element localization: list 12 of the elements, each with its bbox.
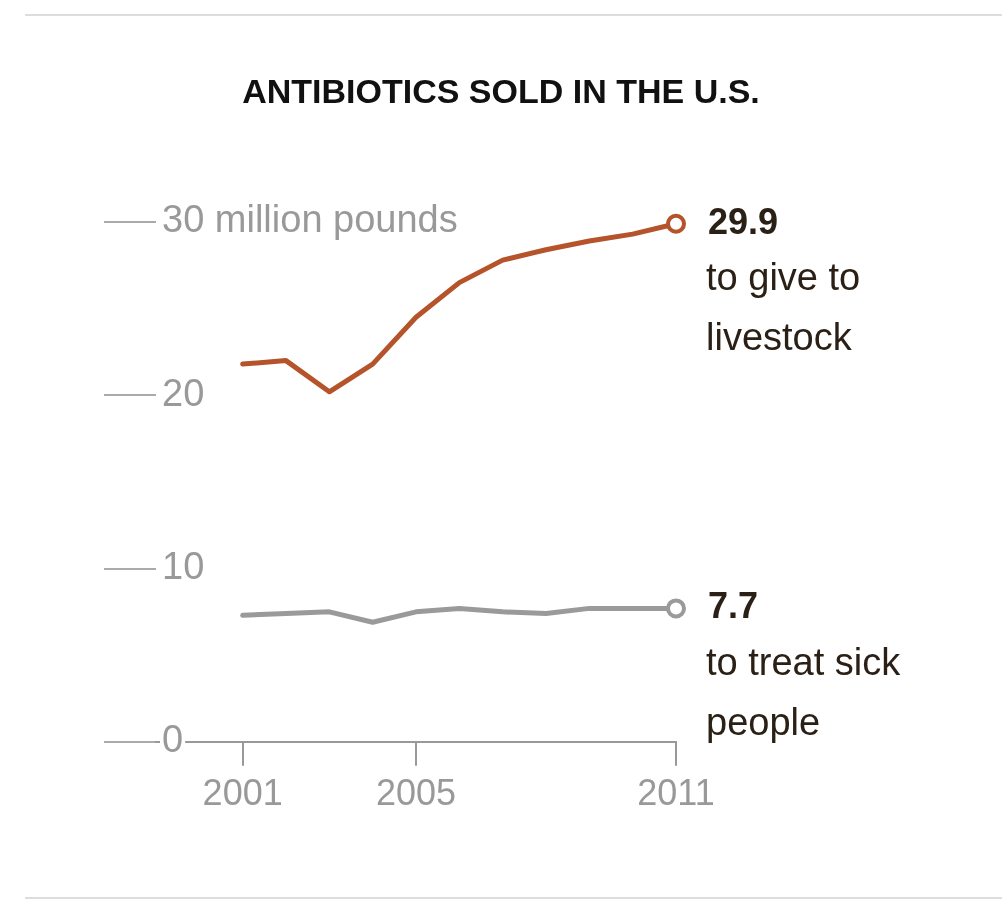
x-tick-label: 2011 [637,772,715,814]
data-label: 7.7 [708,585,759,627]
x-tick-label: 2005 [375,772,457,814]
data-label: 29.9 [708,200,779,242]
series-label: to treat sick people [706,640,902,743]
y-tick-label: 10 [162,545,205,588]
y-tick-label: 20 [162,371,205,414]
x-tick-label: 2001 [202,772,283,814]
y-tick-label: 0 [162,718,184,761]
y-tick-label: 30 million pounds [162,198,458,241]
chart-title: ANTIBIOTICS SOLD IN THE U.S. [241,72,761,111]
series-label: to give to livestock [706,256,861,359]
